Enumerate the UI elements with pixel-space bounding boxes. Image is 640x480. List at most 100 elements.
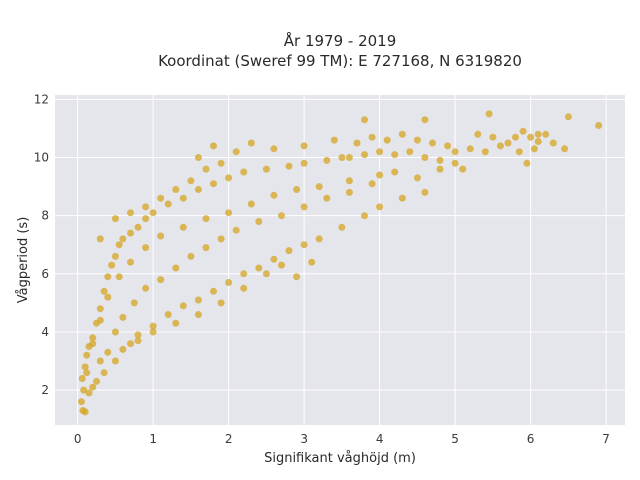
x-tick-label: 4 xyxy=(376,432,384,446)
data-point xyxy=(361,212,368,220)
data-point xyxy=(142,244,150,252)
data-point xyxy=(240,284,248,292)
data-point xyxy=(368,133,376,141)
data-point xyxy=(474,130,482,138)
data-point xyxy=(338,154,346,161)
data-point xyxy=(300,203,308,211)
x-axis-ticks: 0 1 2 3 4 5 6 7 xyxy=(74,432,610,446)
data-point xyxy=(225,174,233,182)
data-point xyxy=(549,139,557,147)
data-point xyxy=(134,337,142,345)
data-point xyxy=(93,377,100,385)
data-point xyxy=(421,116,429,124)
data-point xyxy=(527,133,535,141)
data-point xyxy=(83,351,91,359)
data-point xyxy=(134,331,142,339)
data-point xyxy=(270,145,278,153)
data-point xyxy=(232,226,240,234)
data-point xyxy=(232,148,240,156)
data-point xyxy=(89,383,97,391)
y-tick-label: 10 xyxy=(34,151,49,165)
plot-area xyxy=(55,95,625,425)
data-point xyxy=(119,235,127,243)
data-point xyxy=(255,264,263,272)
data-point xyxy=(361,116,368,124)
data-point xyxy=(561,145,569,153)
x-tick-label: 3 xyxy=(300,432,308,446)
data-point xyxy=(345,177,353,185)
data-point xyxy=(127,258,134,266)
data-point xyxy=(142,284,150,292)
x-tick-label: 2 xyxy=(225,432,233,446)
data-point xyxy=(194,311,202,318)
data-point xyxy=(270,191,278,199)
data-point xyxy=(83,369,91,377)
data-point xyxy=(512,133,519,141)
data-point xyxy=(534,138,542,145)
data-point xyxy=(127,340,134,348)
data-point xyxy=(436,156,444,164)
data-point xyxy=(202,215,210,223)
data-point xyxy=(466,145,474,153)
data-point xyxy=(157,276,165,284)
data-point xyxy=(413,174,421,182)
y-tick-label: 6 xyxy=(41,267,49,281)
data-point xyxy=(421,154,429,161)
data-point xyxy=(194,296,202,304)
data-point xyxy=(172,264,180,272)
data-point xyxy=(519,127,527,135)
data-point xyxy=(100,369,108,377)
data-point xyxy=(115,273,123,281)
data-point xyxy=(515,148,523,156)
data-point xyxy=(81,408,89,416)
data-point xyxy=(164,200,172,208)
data-point xyxy=(368,180,376,188)
data-point xyxy=(530,145,538,153)
data-point xyxy=(451,148,459,156)
data-point xyxy=(210,287,217,295)
data-point xyxy=(534,130,542,138)
y-axis-title: Vågperiod (s) xyxy=(16,217,31,304)
x-tick-label: 7 xyxy=(602,432,610,446)
y-tick-label: 4 xyxy=(41,325,49,339)
data-point xyxy=(383,136,391,144)
data-point xyxy=(595,122,603,129)
data-point xyxy=(202,244,210,252)
data-point xyxy=(481,148,489,156)
data-point xyxy=(278,212,285,220)
data-point xyxy=(127,209,134,217)
data-point xyxy=(202,165,210,173)
data-point xyxy=(225,209,233,217)
data-point xyxy=(485,110,493,118)
data-point xyxy=(157,194,165,202)
data-point xyxy=(444,142,452,150)
data-point xyxy=(78,375,86,382)
data-point xyxy=(127,229,134,237)
data-point xyxy=(111,328,119,336)
data-point xyxy=(504,139,512,147)
chart-title-line1: År 1979 - 2019 xyxy=(284,31,397,50)
data-point xyxy=(179,302,187,310)
data-point xyxy=(353,139,361,147)
data-point xyxy=(300,142,308,150)
data-point xyxy=(345,188,353,196)
data-point xyxy=(77,398,85,406)
y-tick-label: 8 xyxy=(41,209,49,223)
data-point xyxy=(330,136,338,144)
x-tick-label: 1 xyxy=(149,432,157,446)
data-point xyxy=(96,357,104,365)
data-point xyxy=(300,159,308,167)
data-point xyxy=(217,159,225,167)
data-point xyxy=(255,218,263,225)
data-point xyxy=(119,313,127,321)
data-point xyxy=(315,235,323,243)
data-point xyxy=(225,279,233,286)
x-tick-label: 0 xyxy=(74,432,82,446)
data-point xyxy=(413,136,421,144)
data-point xyxy=(217,235,225,243)
data-point xyxy=(398,194,406,202)
data-point xyxy=(338,223,346,231)
data-point xyxy=(398,130,406,138)
data-point xyxy=(376,148,384,156)
